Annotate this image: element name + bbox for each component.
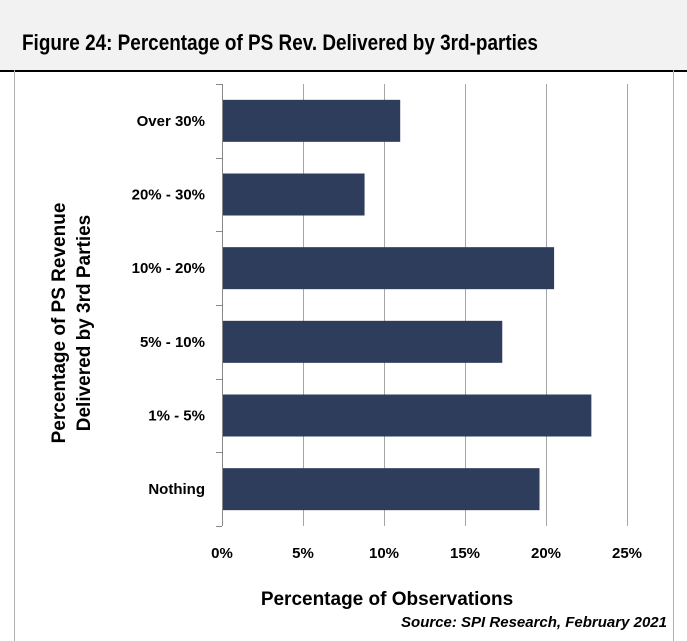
gridlines xyxy=(216,84,628,527)
category-label-1: 20% - 30% xyxy=(132,187,205,204)
x-tick-label-0: 0% xyxy=(211,545,233,562)
category-labels: Over 30% 20% - 30% 10% - 20% 5% - 10% 1% - 5… xyxy=(132,113,205,498)
frame-left-border xyxy=(14,70,15,641)
y-axis-title: Percentage of PS Revenue Delivered by 3r… xyxy=(49,203,95,444)
x-axis-title: Percentage of Observations xyxy=(261,589,513,610)
frame-right-border xyxy=(673,70,674,641)
bars xyxy=(223,99,592,511)
x-tick-label-3: 15% xyxy=(450,545,480,562)
category-label-0: Over 30% xyxy=(137,113,205,130)
category-label-3: 5% - 10% xyxy=(140,334,205,351)
bar-0 xyxy=(223,99,401,142)
bar-1 xyxy=(223,173,365,216)
category-label-4: 1% - 5% xyxy=(148,408,205,425)
bar-2 xyxy=(223,247,555,290)
x-tick-label-1: 5% xyxy=(292,545,314,562)
x-tick-label-4: 20% xyxy=(531,545,561,562)
category-label-5: Nothing xyxy=(148,481,205,498)
source-note: Source: SPI Research, February 2021 xyxy=(401,614,667,631)
y-axis-title-line-1: Percentage of PS Revenue xyxy=(49,203,70,444)
bar-4 xyxy=(223,394,592,437)
category-label-2: 10% - 20% xyxy=(132,260,205,277)
bar-3 xyxy=(223,320,503,363)
x-tick-labels: 0% 5% 10% 15% 20% 25% xyxy=(211,545,642,562)
chart-title: Figure 24: Percentage of PS Rev. Deliver… xyxy=(22,30,538,55)
y-axis-title-line-2: Delivered by 3rd Parties xyxy=(74,215,95,432)
title-bar: Figure 24: Percentage of PS Rev. Deliver… xyxy=(0,0,687,72)
x-tick-label-2: 10% xyxy=(369,545,399,562)
x-tick-label-5: 25% xyxy=(612,545,642,562)
bar-5 xyxy=(223,468,540,511)
